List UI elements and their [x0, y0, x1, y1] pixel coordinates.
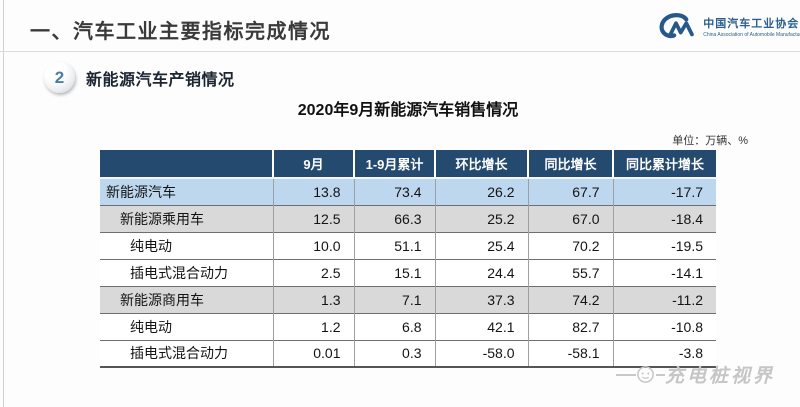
value-cell: 82.7 [527, 312, 613, 340]
table-row-phev-passenger: 插电式混合动力 2.5 15.1 24.4 55.7 -14.1 [100, 258, 716, 286]
value-cell: 15.1 [353, 258, 435, 286]
sales-table: 9月 1-9月累计 环比增长 同比增长 同比累计增长 新能源汽车 13.8 73… [100, 150, 716, 368]
value-cell: 67.7 [527, 178, 613, 205]
value-cell: 25.4 [434, 231, 528, 259]
value-cell: -18.4 [612, 204, 716, 232]
header-cell-yoy-growth: 同比增长 [527, 150, 613, 179]
value-cell: -10.8 [612, 312, 716, 340]
smiley-icon [637, 366, 654, 383]
header-cell-yoy-cum-growth: 同比累计增长 [612, 150, 716, 179]
header-cell-category [100, 150, 273, 179]
row-label-cell: 新能源汽车 [100, 178, 273, 205]
header-cell-mom-growth: 环比增长 [434, 150, 528, 179]
value-cell: 0.3 [353, 339, 435, 368]
value-cell: 70.2 [527, 231, 613, 259]
slide-left-border [3, 0, 4, 407]
row-label-cell: 新能源商用车 [100, 285, 273, 313]
watermark-dash [616, 373, 636, 376]
value-cell: 10.0 [272, 231, 354, 259]
value-cell: 2.5 [272, 258, 354, 286]
value-cell: -58.0 [434, 339, 528, 368]
value-cell: 66.3 [353, 204, 435, 232]
org-name-en: China Association of Automobile Manufact… [703, 31, 800, 38]
value-cell: -17.7 [612, 178, 716, 205]
value-cell: 55.7 [527, 258, 613, 286]
table-title: 2020年9月新能源汽车销售情况 [297, 102, 519, 119]
value-cell: 37.3 [434, 285, 528, 313]
value-cell: 51.1 [353, 231, 435, 259]
value-cell: 25.2 [434, 204, 528, 232]
value-cell: 6.8 [353, 312, 435, 340]
org-name-cn: 中国汽车工业协会 [703, 17, 800, 30]
row-label-cell: 插电式混合动力 [100, 258, 273, 286]
title-underline [0, 51, 800, 52]
header-cell-ytd: 1-9月累计 [353, 150, 435, 179]
page-title: 一、汽车工业主要指标完成情况 [30, 21, 331, 43]
header-cell-month: 9月 [272, 150, 354, 179]
table-row-bev-commercial: 纯电动 1.2 6.8 42.1 82.7 -10.8 [100, 312, 716, 340]
row-label-cell: 纯电动 [100, 312, 273, 340]
row-label-cell: 纯电动 [100, 231, 273, 259]
value-cell: 13.8 [272, 178, 354, 205]
table-header-row: 9月 1-9月累计 环比增长 同比增长 同比累计增长 [100, 150, 716, 179]
table-row-nev-commercial: 新能源商用车 1.3 7.1 37.3 74.2 -11.2 [100, 285, 716, 313]
section-title: 新能源汽车产销情况 [86, 71, 235, 89]
value-cell: -3.8 [612, 339, 716, 368]
table-row-bev-passenger: 纯电动 10.0 51.1 25.4 70.2 -19.5 [100, 231, 716, 259]
value-cell: 1.3 [272, 285, 354, 313]
table-row-nev-passenger: 新能源乘用车 12.5 66.3 25.2 67.0 -18.4 [100, 204, 716, 232]
watermark-text: 充电桩视界 [665, 366, 776, 387]
row-label-cell: 插电式混合动力 [100, 339, 273, 368]
caam-logo: 中国汽车工业协会 China Association of Automobile… [655, 11, 800, 41]
section-number-badge: 2 [44, 62, 75, 93]
value-cell: -14.1 [612, 258, 716, 286]
table-row-nev-total: 新能源汽车 13.8 73.4 26.2 67.7 -17.7 [100, 178, 716, 205]
value-cell: 0.01 [272, 339, 354, 368]
watermark-dash [656, 373, 665, 376]
sales-table-wrapper: 9月 1-9月累计 环比增长 同比增长 同比累计增长 新能源汽车 13.8 73… [100, 150, 716, 368]
value-cell: 42.1 [434, 312, 528, 340]
table-row-phev-commercial: 插电式混合动力 0.01 0.3 -58.0 -58.1 -3.8 [100, 339, 716, 368]
value-cell: 7.1 [353, 285, 435, 313]
caam-logo-texts: 中国汽车工业协会 China Association of Automobile… [703, 15, 800, 38]
value-cell: -58.1 [527, 339, 613, 368]
value-cell: 67.0 [527, 204, 613, 232]
caam-logo-icon [659, 13, 695, 39]
value-cell: 73.4 [353, 178, 435, 205]
value-cell: -19.5 [612, 231, 716, 259]
row-label-cell: 新能源乘用车 [100, 204, 273, 232]
value-cell: 74.2 [527, 285, 613, 313]
value-cell: 1.2 [272, 312, 354, 340]
value-cell: -11.2 [612, 285, 716, 313]
unit-label: 单位：万辆、% [672, 135, 748, 147]
section-heading: 2 新能源汽车产销情况 [44, 62, 235, 93]
watermark: 充电桩视界 [616, 361, 775, 388]
value-cell: 12.5 [272, 204, 354, 232]
value-cell: 26.2 [434, 178, 528, 205]
value-cell: 24.4 [434, 258, 528, 286]
